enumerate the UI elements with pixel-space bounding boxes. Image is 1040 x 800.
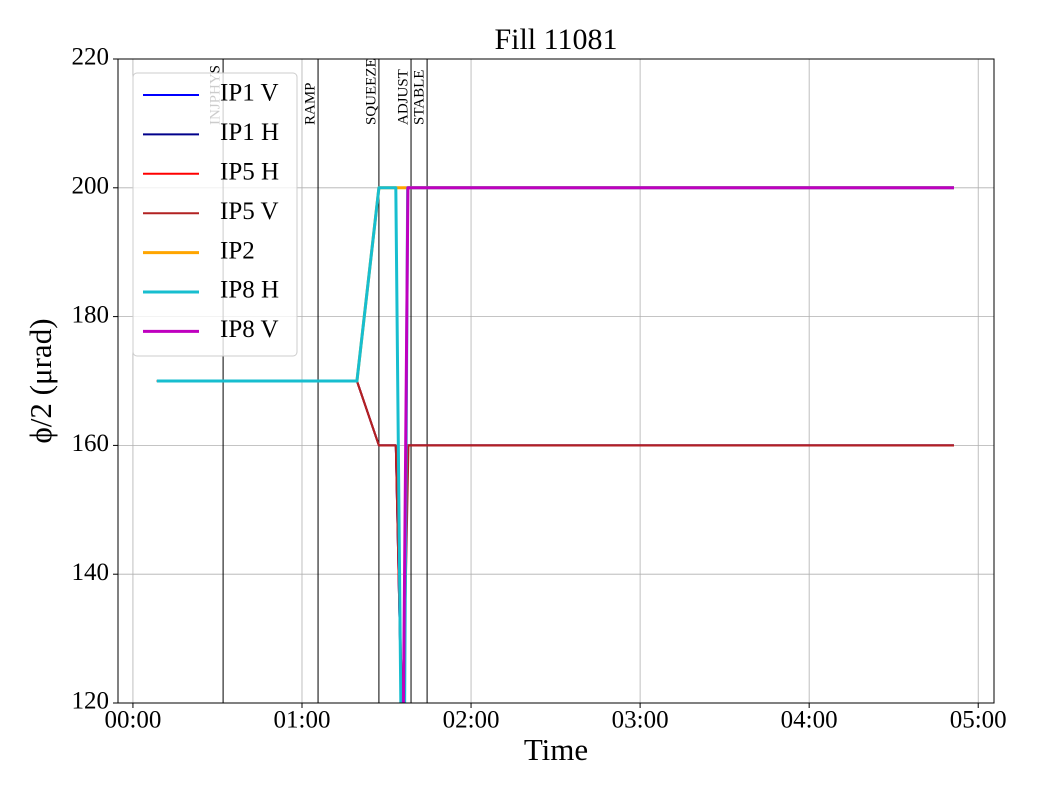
chart-title: Fill 11081 — [494, 23, 617, 56]
y-tick-label: 160 — [72, 430, 110, 457]
legend-label: IP8 H — [220, 277, 279, 304]
y-tick-label: 120 — [72, 688, 110, 715]
x-tick-label: 00:00 — [104, 707, 161, 734]
legend: IP1 V IP1 H IP5 H IP5 V IP2 IP8 H IP8 V — [132, 72, 298, 357]
series-line — [156, 380, 954, 703]
plot-frame — [117, 58, 995, 704]
phase-label: SQUEEZE — [363, 58, 379, 125]
y-tick-label: 220 — [72, 44, 110, 71]
legend-label: IP5 V — [220, 198, 279, 225]
ticks: 120 140 160 180 200 220 00:00 01:00 02:00 03:00 04… — [72, 44, 1007, 734]
x-tick-label: 04:00 — [781, 707, 838, 734]
lines — [156, 186, 954, 703]
phase-label: STABLE — [412, 70, 428, 125]
phase-label: RAMP — [302, 82, 318, 125]
y-tick-label: 200 — [72, 173, 110, 200]
legend-label: IP5 H — [220, 159, 279, 186]
x-tick-label: 02:00 — [443, 707, 500, 734]
x-axis-label: Time — [524, 732, 588, 767]
legend-label: IP1 V — [220, 80, 279, 107]
legend-label: IP2 — [220, 237, 255, 264]
series-line — [401, 186, 954, 703]
y-tick-label: 140 — [72, 559, 110, 586]
series-line — [156, 380, 954, 703]
x-tick-label: 05:00 — [950, 707, 1007, 734]
series-line — [156, 380, 954, 703]
legend-label: IP1 H — [220, 119, 279, 146]
legend-label: IP8 V — [220, 316, 279, 343]
phase-label: ADJUST — [395, 69, 411, 125]
series-line — [156, 380, 954, 703]
x-tick-label: 01:00 — [274, 707, 331, 734]
y-tick-label: 180 — [72, 301, 110, 328]
y-axis-label: ϕ/2 (μrad) — [23, 318, 58, 443]
legend-box — [132, 72, 298, 357]
x-tick-label: 03:00 — [612, 707, 669, 734]
